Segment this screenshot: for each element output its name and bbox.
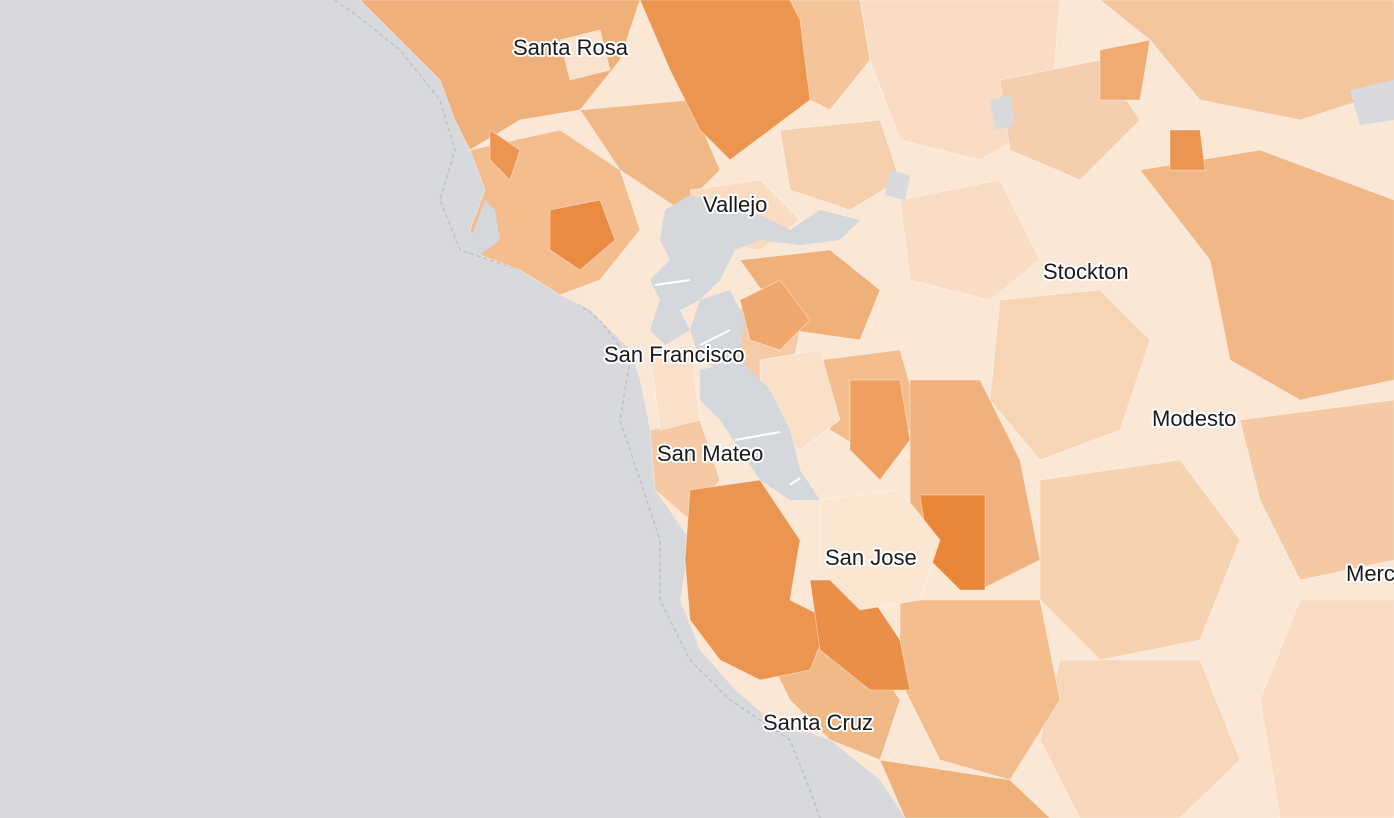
city-label-santa-rosa: Santa Rosa	[513, 35, 629, 60]
city-labels: Santa Rosa Vallejo Stockton San Francisc…	[511, 33, 1394, 737]
city-label-san-mateo: San Mateo	[657, 441, 763, 466]
city-label-santa-cruz: Santa Cruz	[763, 710, 873, 735]
city-label-vallejo: Vallejo	[703, 192, 767, 217]
region-group-dark	[489, 0, 1206, 691]
city-label-san-francisco: San Francisco	[604, 342, 745, 367]
city-label-stockton: Stockton	[1043, 259, 1129, 284]
region-group-light	[859, 0, 1394, 818]
city-label-san-jose: San Jose	[825, 545, 917, 570]
bridges	[654, 279, 801, 486]
bay-water	[470, 80, 1394, 500]
offshore-boundary-line	[334, 0, 821, 818]
city-label-modesto: Modesto	[1152, 406, 1236, 431]
city-label-merced: Merc	[1346, 561, 1394, 586]
